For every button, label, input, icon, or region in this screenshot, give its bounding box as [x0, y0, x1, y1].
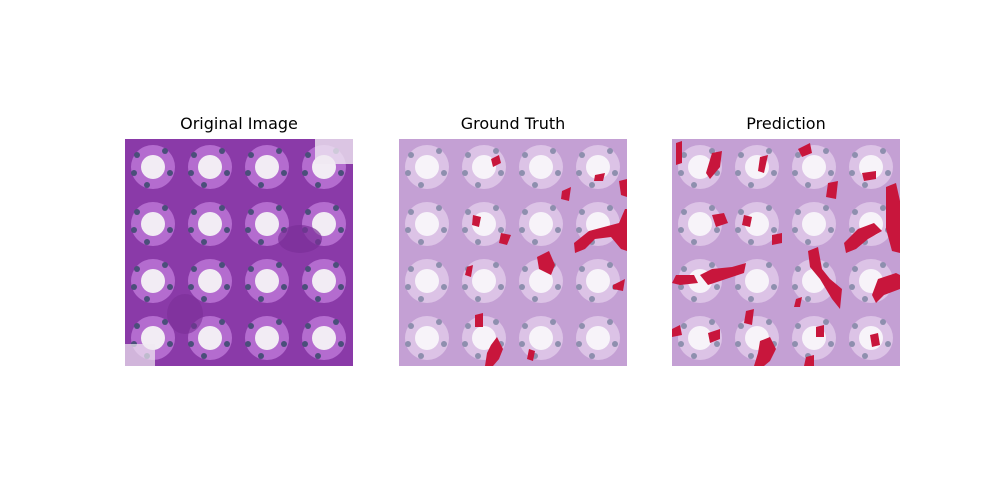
- prediction-tissue: [672, 139, 900, 366]
- prediction-image: [672, 139, 900, 366]
- ground-truth-image: [399, 139, 627, 366]
- original-image-tissue: [125, 139, 353, 366]
- original-image: [125, 139, 353, 366]
- panel-title-original: Original Image: [180, 114, 298, 133]
- ground-truth-mask: [465, 155, 627, 366]
- ground-truth-tissue: [399, 139, 627, 366]
- tissue-texture: [125, 139, 353, 366]
- panel-title-prediction: Prediction: [746, 114, 826, 133]
- tissue-texture: [399, 139, 627, 366]
- panel-title-ground-truth: Ground Truth: [460, 114, 566, 133]
- prediction-mask: [672, 141, 900, 366]
